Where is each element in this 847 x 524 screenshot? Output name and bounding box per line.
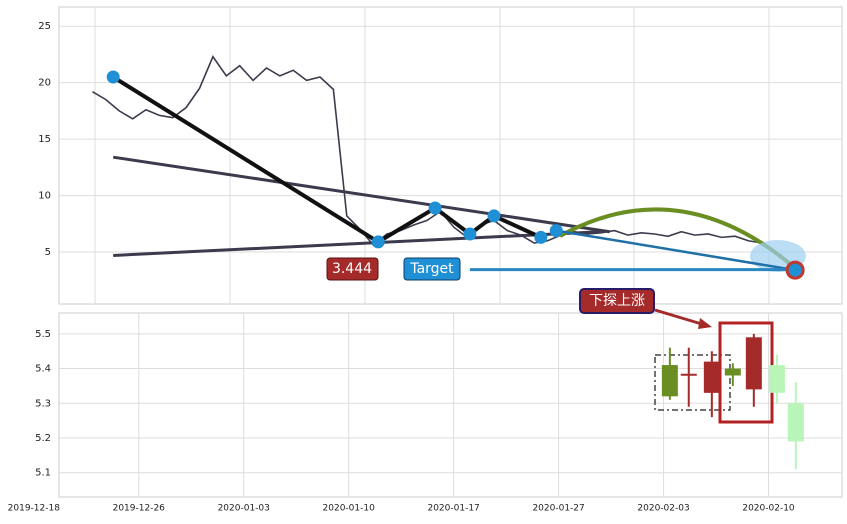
- candle-body: [768, 365, 785, 393]
- pattern-line: [112, 75, 542, 245]
- top-panel: [58, 6, 843, 305]
- x-tick-label: 2020-02-10: [742, 504, 795, 514]
- pattern-point: [487, 209, 501, 223]
- target-label-box: [403, 257, 461, 281]
- annotation-arrow: [654, 308, 706, 327]
- x-tick-label: 2020-01-03: [218, 504, 270, 514]
- y-tick-label: 20: [38, 78, 51, 89]
- annotation-box: [579, 288, 655, 314]
- target-value-label: 3.444: [332, 261, 372, 277]
- pattern-line: [556, 229, 796, 272]
- candle-body: [680, 373, 697, 376]
- x-tick-label: 2019-12-18: [8, 504, 61, 514]
- y-tick-label: 5.5: [35, 329, 51, 340]
- x-tick-label: 2020-01-10: [323, 504, 376, 514]
- annotation-arrowhead: [698, 318, 712, 329]
- pattern-point: [785, 260, 805, 280]
- pattern-point: [106, 70, 120, 84]
- pattern-point: [463, 227, 477, 241]
- x-tick-label: 2020-01-27: [532, 504, 584, 514]
- pattern-point: [534, 230, 548, 244]
- candle-body: [745, 337, 762, 390]
- x-tick-label: 2020-02-03: [637, 504, 689, 514]
- y-tick-label: 25: [38, 21, 51, 32]
- annotation: 下探上涨: [589, 293, 645, 309]
- pattern-point: [428, 201, 442, 215]
- price-line: [92, 55, 762, 247]
- y-tick-label: 5.1: [35, 468, 51, 479]
- candle-body: [787, 403, 804, 442]
- target-label: Target: [409, 261, 454, 277]
- trendline: [112, 155, 610, 234]
- dashed-box: [654, 354, 731, 411]
- pattern-point: [549, 224, 563, 238]
- y-tick-label: 10: [38, 191, 51, 202]
- trendline: [113, 230, 601, 257]
- bottom-panel: [58, 312, 843, 498]
- candle-body: [703, 361, 720, 393]
- pattern-point: [371, 235, 385, 249]
- candle-body: [724, 368, 741, 376]
- y-tick-label: 5.3: [35, 398, 51, 409]
- candle-body: [661, 365, 678, 397]
- value-box: [326, 257, 379, 281]
- y-tick-label: 5.4: [35, 364, 51, 375]
- y-tick-label: 5.2: [35, 433, 51, 444]
- y-tick-label: 15: [38, 134, 51, 145]
- x-tick-label: 2019-12-26: [113, 504, 166, 514]
- x-tick-label: 2020-01-17: [427, 504, 479, 514]
- y-tick-label: 5: [45, 247, 51, 258]
